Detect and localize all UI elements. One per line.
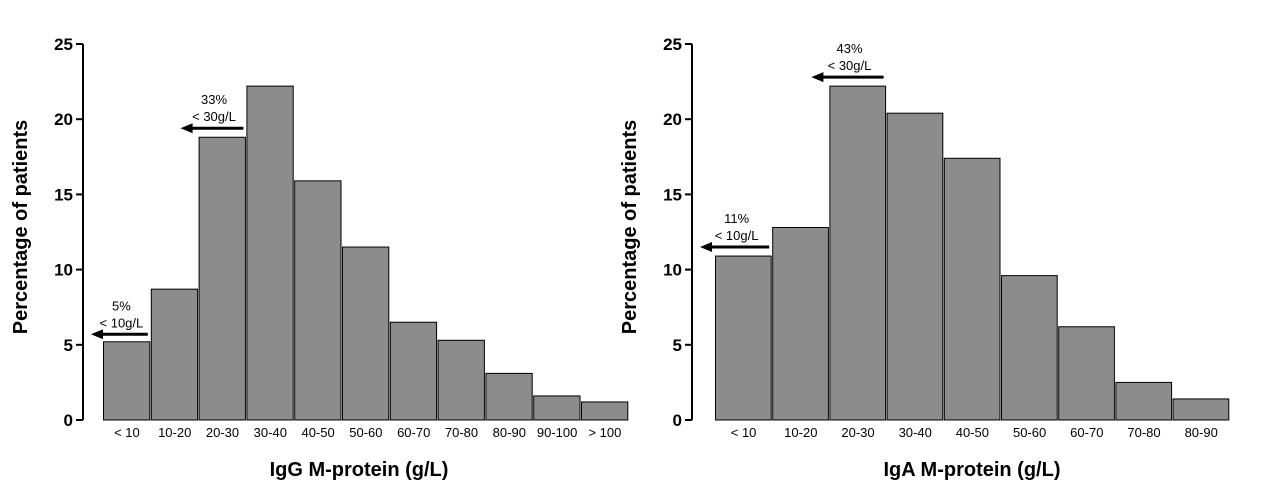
bar-20-30	[198, 136, 246, 421]
annotation-1: 33% < 30g/L	[180, 92, 244, 134]
y-tick-label: 0	[64, 411, 73, 430]
bar-40-50	[294, 180, 342, 421]
x-tick-label: 60-70	[397, 425, 430, 440]
annotation-percent: 33%	[201, 92, 227, 107]
bar-80-90	[485, 372, 533, 421]
bar-50-60	[342, 246, 390, 421]
y-tick-label: 0	[673, 411, 682, 430]
x-tick-label: 20-30	[841, 425, 874, 440]
annotation-1: 43% < 30g/L	[811, 41, 884, 83]
x-tick-label: 80-90	[493, 425, 526, 440]
annotation-percent: 43%	[836, 41, 862, 56]
x-tick-label: 90-100	[537, 425, 577, 440]
y-tick-label: 10	[663, 261, 682, 280]
annotation-arrow-head	[91, 329, 103, 340]
x-tick-label: 70-80	[445, 425, 478, 440]
y-tick-label: 20	[663, 110, 682, 129]
x-tick-label: < 10	[114, 425, 140, 440]
x-tick-label: 60-70	[1070, 425, 1103, 440]
annotation-0: 5% < 10g/L	[91, 298, 148, 340]
bar-10-20	[772, 226, 829, 421]
x-tick-label: < 10	[731, 425, 757, 440]
bar-30-40	[886, 112, 944, 421]
annotation-threshold: < 10g/L	[715, 228, 759, 243]
x-tick-label: 80-90	[1185, 425, 1218, 440]
annotation-0: 11% < 10g/L	[700, 211, 770, 253]
x-tick-label: 50-60	[349, 425, 382, 440]
x-tick-label: 40-50	[301, 425, 334, 440]
bar-80-90	[1172, 398, 1230, 421]
annotation-percent: 5%	[112, 298, 131, 313]
x-tick-label: > 100	[588, 425, 621, 440]
x-tick-label: 30-40	[254, 425, 287, 440]
bar-10	[103, 341, 151, 421]
igg-histogram: 0 5 10 15 20 25 < 10 10-20 20-30 30-40 40-50 50-60 6…	[10, 35, 629, 481]
bar-40-50	[943, 157, 1001, 421]
x-tick-label: 10-20	[158, 425, 191, 440]
y-axis-title: Percentage of patients	[619, 120, 641, 335]
y-tick-label: 25	[663, 35, 682, 54]
bar-50-60	[1001, 275, 1058, 421]
annotation-arrow-head	[180, 123, 193, 134]
y-tick-label: 10	[54, 261, 73, 280]
iga-histogram: 0 5 10 15 20 25 < 10 10-20 20-30 30-40 40-50 50-60 6…	[619, 35, 1230, 481]
bar-10-20	[150, 288, 199, 421]
annotation-percent: 11%	[724, 211, 749, 226]
annotation-arrow-head	[811, 72, 824, 83]
bar-100	[581, 401, 629, 421]
y-tick-label: 20	[54, 110, 73, 129]
bar-70-80	[1115, 381, 1173, 421]
annotation-threshold: < 30g/L	[828, 58, 872, 73]
x-tick-label: 10-20	[784, 425, 817, 440]
x-tick-label: 30-40	[899, 425, 932, 440]
x-tick-label: 50-60	[1013, 425, 1046, 440]
y-tick-label: 15	[663, 185, 682, 204]
bar-10	[715, 255, 772, 421]
x-tick-label: 40-50	[956, 425, 989, 440]
y-tick-label: 15	[54, 185, 73, 204]
bar-70-80	[437, 339, 485, 421]
x-axis-title: IgA M-protein (g/L)	[884, 459, 1061, 481]
y-tick-label: 25	[54, 35, 73, 54]
x-axis-title: IgG M-protein (g/L)	[270, 459, 449, 481]
bar-60-70	[389, 321, 438, 421]
bar-90-100	[533, 395, 581, 421]
bar-20-30	[829, 85, 887, 421]
bar-30-40	[246, 85, 294, 421]
y-tick-label: 5	[64, 336, 73, 355]
annotation-arrow-head	[700, 242, 712, 253]
bar-60-70	[1058, 326, 1115, 421]
x-tick-label: 70-80	[1127, 425, 1160, 440]
y-axis-title: Percentage of patients	[10, 120, 32, 335]
x-tick-label: 20-30	[206, 425, 239, 440]
y-tick-label: 5	[673, 336, 682, 355]
annotation-threshold: < 30g/L	[192, 109, 236, 124]
annotation-threshold: < 10g/L	[100, 315, 144, 330]
